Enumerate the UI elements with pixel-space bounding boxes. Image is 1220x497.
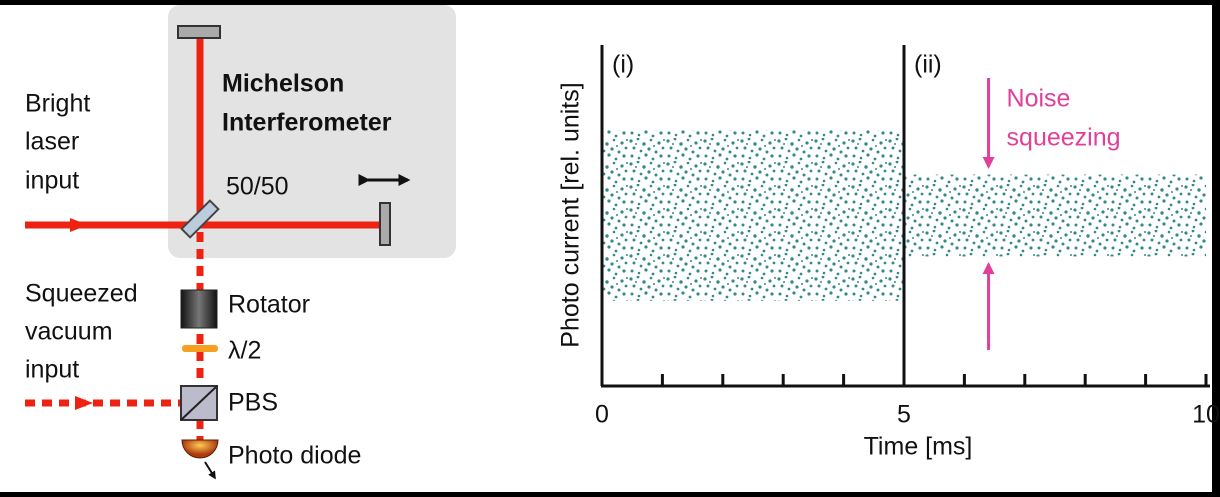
noise-band [602,130,904,301]
beam-arrow [75,396,93,410]
rotator [180,289,218,329]
mirror [379,202,391,246]
label: vacuum [25,318,113,346]
x-axis-label: Time [ms] [864,433,973,461]
output-arrow [204,461,216,480]
label: Michelson [222,70,344,98]
annotation: Noise [1007,85,1071,113]
annotation: squeezing [1007,124,1121,152]
segment-label: (ii) [914,51,942,79]
x-tick-label: 0 [595,401,609,429]
mirror [177,25,221,39]
y-axis-label: Photo current [rel. units] [557,82,585,347]
label: Rotator [228,291,310,319]
plot: (i) (ii) Noise squeezing 0 5 10 [595,45,1220,429]
x-tick-label: 10 [1192,401,1220,429]
label: 50/50 [226,173,289,201]
pbs-diagonal [180,385,218,421]
waveplate [182,345,218,352]
x-tick-label: 5 [897,401,911,429]
beam-arrow [70,218,88,232]
label: Squeezed [25,280,138,308]
label: λ/2 [228,337,261,365]
label: Bright [25,90,90,118]
label: PBS [228,389,278,417]
beam-splitter [180,199,220,239]
label: Photo diode [228,442,361,470]
label: input [25,356,79,384]
interferometer-box [168,5,456,258]
label: Interferometer [222,109,392,137]
label: laser [25,128,79,156]
noise-band [904,174,1206,257]
photo-diode [181,439,219,459]
segment-label: (i) [612,51,634,79]
label: input [25,167,79,195]
